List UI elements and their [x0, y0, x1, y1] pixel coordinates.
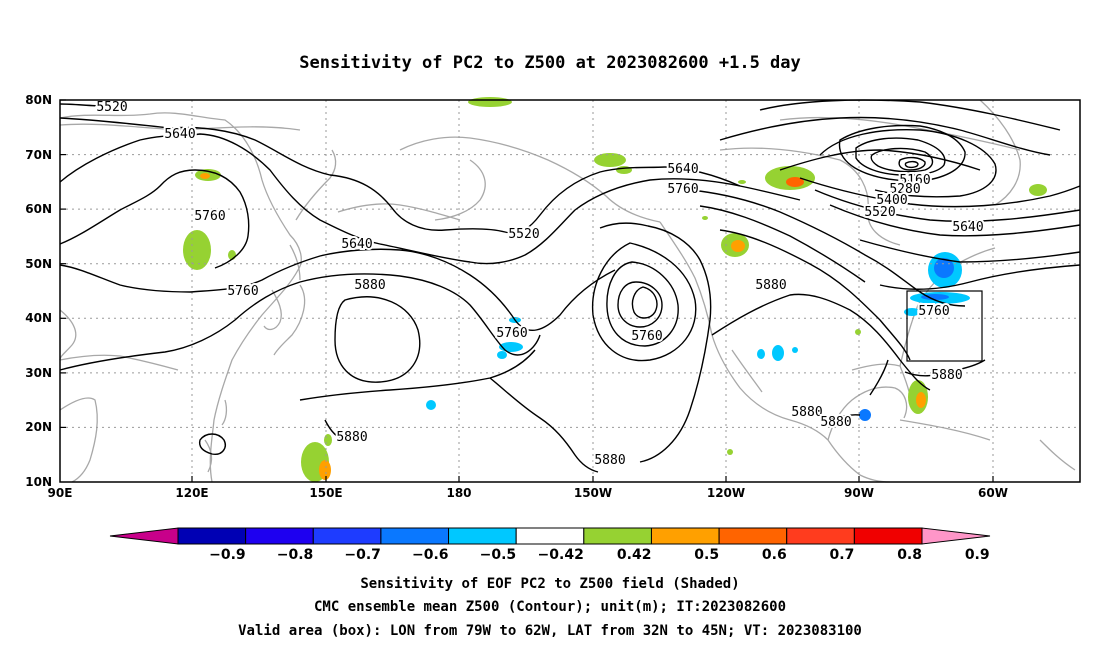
contour-label: 5400	[876, 193, 907, 208]
colorbar-tick-label: 0.8	[897, 547, 922, 563]
contour-label: 5520	[508, 227, 539, 242]
colorbar-segment	[380, 527, 450, 545]
contour-label: 5880	[791, 405, 822, 420]
colorbar-tick-label: 0.5	[694, 547, 719, 563]
colorbar-end-high	[921, 527, 991, 545]
contour-label: 5760	[631, 329, 662, 344]
lon-label: 90W	[844, 486, 874, 500]
colorbar-tick-label: −0.42	[538, 547, 584, 563]
contour-label: 5640	[667, 162, 698, 177]
valid-area-description: Valid area (box): LON from 79W to 62W, L…	[238, 623, 862, 639]
footer-notes: Sensitivity of EOF PC2 to Z500 field (Sh…	[238, 576, 862, 639]
z500-contours	[59, 99, 1081, 473]
contour-label: 5760	[496, 326, 527, 341]
contour-label: 5520	[864, 205, 895, 220]
lon-label: 150W	[574, 486, 612, 500]
lat-label: 30N	[25, 366, 52, 380]
lon-label: 180	[446, 486, 471, 500]
colorbar-tick-label: 0.9	[965, 547, 990, 563]
contour-label: 5880	[336, 430, 367, 445]
colorbar-segment	[650, 527, 720, 545]
longitude-labels: 90E 120E 150E 180 150W 120W 90W 60W	[48, 486, 1008, 500]
colorbar-segment	[853, 527, 923, 545]
figure-title: Sensitivity of PC2 to Z500 at 2023082600…	[299, 53, 801, 73]
colorbar-tick-label: 0.7	[830, 547, 855, 563]
colorbar-end-low	[109, 527, 179, 545]
contour-label: 5640	[341, 237, 372, 252]
contour-label: 5160	[899, 173, 930, 188]
lon-label: 120W	[707, 486, 745, 500]
colorbar-segment	[718, 527, 788, 545]
lat-label: 20N	[25, 420, 52, 434]
colorbar-segment	[312, 527, 382, 545]
valid-area-box	[906, 290, 983, 362]
contour-label: 5640	[164, 127, 195, 142]
colorbar-segment	[515, 527, 585, 545]
contour-label: 5880	[820, 415, 851, 430]
colorbar-segment	[448, 527, 517, 545]
lat-label: 60N	[25, 202, 52, 216]
lon-label: 120E	[175, 486, 208, 500]
shading-description: Sensitivity of EOF PC2 to Z500 field (Sh…	[360, 576, 739, 592]
contour-label: 5520	[96, 100, 127, 115]
lon-label: 150E	[309, 486, 342, 500]
colorbar-segment	[786, 527, 855, 545]
lat-label: 10N	[25, 475, 52, 489]
contour-label: 5640	[952, 220, 983, 235]
lat-label: 70N	[25, 148, 52, 162]
colorbar-tick-label: 0.42	[617, 547, 652, 563]
colorbar-tick-label: −0.5	[480, 547, 517, 563]
lon-label: 90E	[48, 486, 73, 500]
contour-label: 5760	[918, 304, 949, 319]
colorbar-tick-label: −0.8	[277, 547, 314, 563]
contour-label: 5880	[354, 278, 385, 293]
colorbar-segment	[583, 527, 652, 545]
colorbar-tick-label: 0.6	[762, 547, 787, 563]
colorbar: −0.9 −0.8 −0.7 −0.6 −0.5 −0.42 0.42 0.5 0.6 0.7 0.…	[109, 527, 991, 563]
colorbar-tick-label: −0.9	[209, 547, 246, 563]
contour-label: 5880	[931, 368, 962, 383]
lon-label: 60W	[978, 486, 1008, 500]
lat-label: 40N	[25, 311, 52, 325]
contour-label: 5760	[227, 284, 258, 299]
colorbar-tick-label: −0.7	[344, 547, 381, 563]
contour-description: CMC ensemble mean Z500 (Contour); unit(m…	[314, 599, 786, 615]
contour-label: 5280	[889, 182, 920, 197]
tick-marks	[60, 99, 994, 482]
colorbar-tick-label: −0.6	[412, 547, 449, 563]
colorbar-segment	[177, 527, 247, 545]
contour-label: 5760	[194, 209, 225, 224]
map-panel: 5520 5640 5760 5640 5760 5880 5760 5880 …	[25, 93, 1081, 500]
latitude-labels: 80N 70N 60N 50N 40N 30N 20N 10N	[25, 93, 52, 489]
contour-label: 5880	[755, 278, 786, 293]
lat-label: 80N	[25, 93, 52, 107]
lat-label: 50N	[25, 257, 52, 271]
contour-label: 5760	[667, 182, 698, 197]
map-frame	[59, 99, 1081, 483]
graticule	[60, 100, 1080, 482]
contour-labels: 5520 5640 5760 5640 5760 5880 5760 5880 …	[94, 98, 985, 470]
contour-label: 5880	[594, 453, 625, 468]
colorbar-segment	[245, 527, 314, 545]
